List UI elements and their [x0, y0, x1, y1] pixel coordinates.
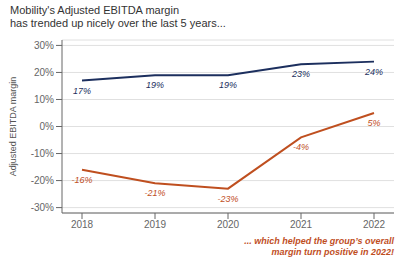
svg-text:19%: 19%	[146, 80, 164, 90]
svg-text:-10%: -10%	[31, 148, 54, 159]
html-text:margin turn positive in 2022!: margin turn positive in 2022!	[271, 247, 394, 257]
svg-text:-30%: -30%	[31, 202, 54, 213]
svg-text:0%: 0%	[40, 121, 55, 132]
svg-text:10%: 10%	[34, 94, 54, 105]
svg-text:19%: 19%	[219, 80, 237, 90]
svg-text:-16%: -16%	[71, 175, 92, 185]
html-text:... which helped the group’s o: ... which helped the group’s overall	[244, 236, 394, 246]
svg-text:-21%: -21%	[144, 188, 165, 198]
svg-text:17%: 17%	[73, 86, 91, 96]
svg-text:5%: 5%	[367, 118, 380, 128]
svg-text:2018: 2018	[71, 219, 94, 230]
html-text:has trended up nicely over the: has trended up nicely over the last 5 ye…	[10, 17, 226, 29]
svg-text:24%: 24%	[364, 67, 383, 77]
svg-text:-23%: -23%	[217, 194, 238, 204]
svg-text:2019: 2019	[144, 219, 167, 230]
html-text:Mobility's Adjusted EBITDA mar: Mobility's Adjusted EBITDA margin	[10, 4, 179, 16]
svg-text:30%: 30%	[34, 40, 54, 51]
svg-text:20%: 20%	[34, 67, 54, 78]
svg-text:Adjusted EBITDA margin: Adjusted EBITDA margin	[8, 77, 18, 177]
svg-text:-4%: -4%	[293, 142, 309, 152]
svg-text:2020: 2020	[217, 219, 240, 230]
svg-text:2022: 2022	[363, 219, 386, 230]
svg-text:23%: 23%	[291, 69, 310, 79]
svg-text:2021: 2021	[290, 219, 313, 230]
svg-text:-20%: -20%	[31, 175, 54, 186]
